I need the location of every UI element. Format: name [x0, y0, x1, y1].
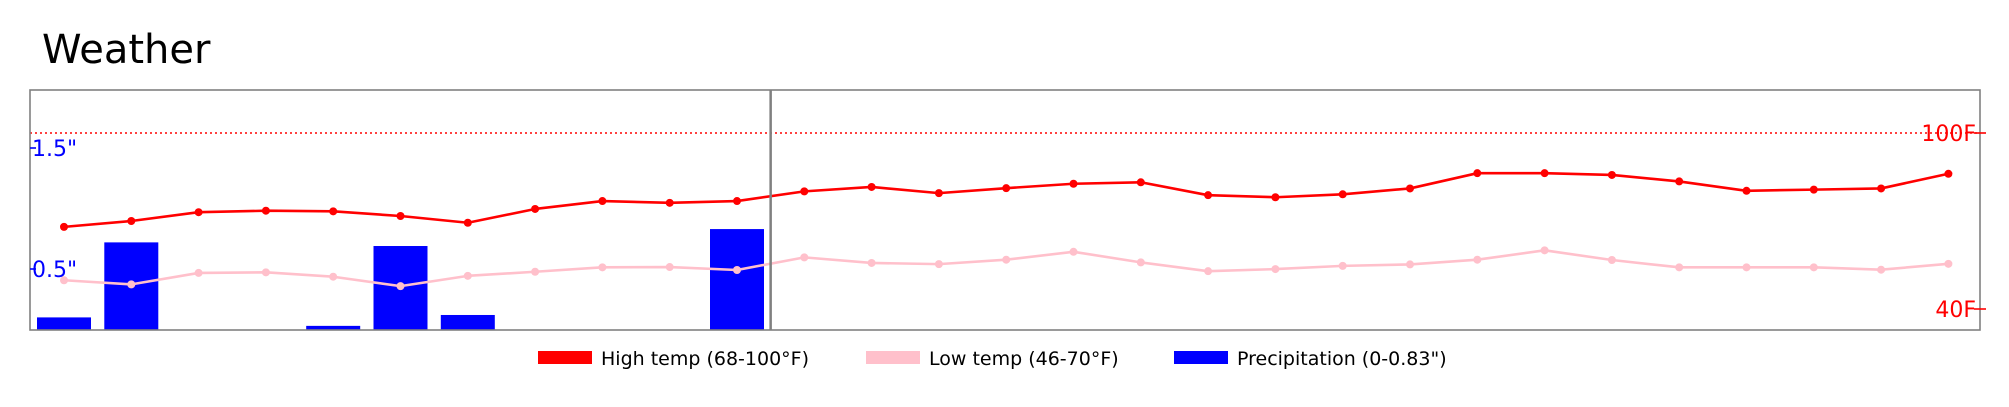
- high-temp-point: [1944, 169, 1953, 178]
- plot-area: 1.5" 0.5" 100F 40F: [29, 89, 1986, 331]
- left-axis-label: 0.5": [32, 258, 77, 283]
- high-temp-point: [127, 217, 136, 225]
- low-temp-point: [598, 263, 607, 272]
- low-temp-point: [1607, 256, 1616, 265]
- high-temp-point: [1809, 185, 1818, 194]
- right-axis-label: 100F: [1921, 122, 1976, 147]
- high-temp-point: [733, 197, 741, 206]
- high-temp-point: [463, 218, 472, 227]
- high-temp-point: [396, 212, 405, 221]
- legend-label-low: Low temp (46-70°F): [929, 348, 1119, 370]
- precip-bar: [440, 314, 495, 330]
- high-temp-point: [1204, 191, 1213, 200]
- high-temp-point: [60, 222, 68, 231]
- low-temp-point: [1204, 267, 1213, 276]
- low-temp-point: [1540, 246, 1549, 255]
- high-temp-point: [1742, 186, 1751, 195]
- legend-swatch-precip: [1174, 351, 1228, 364]
- plot-content: [30, 132, 1980, 330]
- high-temp-point: [1271, 193, 1280, 202]
- low-temp-point: [1877, 265, 1886, 274]
- legend-swatch-high: [538, 351, 592, 364]
- low-temp-point: [1944, 259, 1953, 268]
- low-temp-point: [1338, 261, 1347, 270]
- high-temp-point: [194, 208, 203, 217]
- low-temp-point: [1136, 258, 1145, 267]
- high-temp-point: [867, 182, 876, 191]
- low-temp-point: [396, 282, 405, 291]
- plot-frame: [29, 89, 1981, 331]
- low-temp-point: [800, 253, 809, 262]
- low-temp-point: [1809, 263, 1818, 272]
- low-temp-point: [1069, 247, 1078, 256]
- high-temp-point: [1540, 169, 1549, 178]
- high-temp-line: [63, 171, 1949, 229]
- low-temp-point: [867, 258, 876, 267]
- high-temp-point: [1002, 184, 1011, 193]
- high-temp-point: [1406, 184, 1414, 193]
- legend-label-high: High temp (68-100°F): [601, 348, 809, 370]
- chart-title: Weather: [42, 27, 211, 73]
- high-temp-point: [329, 207, 338, 216]
- high-temp-point: [665, 198, 674, 207]
- high-temp-point: [531, 204, 540, 213]
- high-temp-point: [1607, 170, 1616, 179]
- high-temp-point: [934, 189, 943, 198]
- low-temp-line: [63, 249, 1949, 288]
- legend: High temp (68-100°F) Low temp (46-70°F) …: [538, 348, 1447, 370]
- low-temp-point: [665, 263, 674, 272]
- low-temp-point: [60, 276, 68, 285]
- precip-bar: [710, 229, 764, 330]
- high-temp-point: [1069, 179, 1078, 188]
- low-temp-point: [261, 268, 270, 277]
- low-temp-point: [934, 260, 943, 269]
- low-temp-point: [1406, 260, 1414, 269]
- low-temp-point: [1271, 265, 1280, 274]
- high-temp-point: [1473, 169, 1482, 178]
- high-temp-point: [1338, 190, 1347, 199]
- high-temp-point: [1675, 177, 1684, 186]
- low-temp-point: [1742, 263, 1751, 272]
- legend-label-precip: Precipitation (0-0.83"): [1237, 348, 1447, 370]
- low-temp-point: [329, 272, 338, 281]
- legend-swatch-low: [866, 351, 920, 364]
- precip-bar: [306, 325, 361, 330]
- low-temp-point: [1002, 255, 1011, 264]
- high-temp-point: [1136, 178, 1145, 187]
- right-axis-label: 40F: [1935, 298, 1976, 323]
- high-temp-point: [1877, 184, 1886, 193]
- low-temp-point: [463, 271, 472, 280]
- low-temp-point: [127, 280, 136, 289]
- high-temp-point: [800, 187, 809, 196]
- precip-bar: [37, 317, 91, 330]
- low-temp-point: [194, 268, 203, 277]
- left-axis-label: 1.5": [32, 137, 77, 162]
- low-temp-point: [1675, 263, 1684, 272]
- low-temp-point: [531, 267, 540, 276]
- high-temp-point: [261, 206, 270, 215]
- low-temp-point: [1473, 255, 1482, 264]
- low-temp-point: [733, 265, 741, 274]
- high-temp-point: [598, 197, 607, 206]
